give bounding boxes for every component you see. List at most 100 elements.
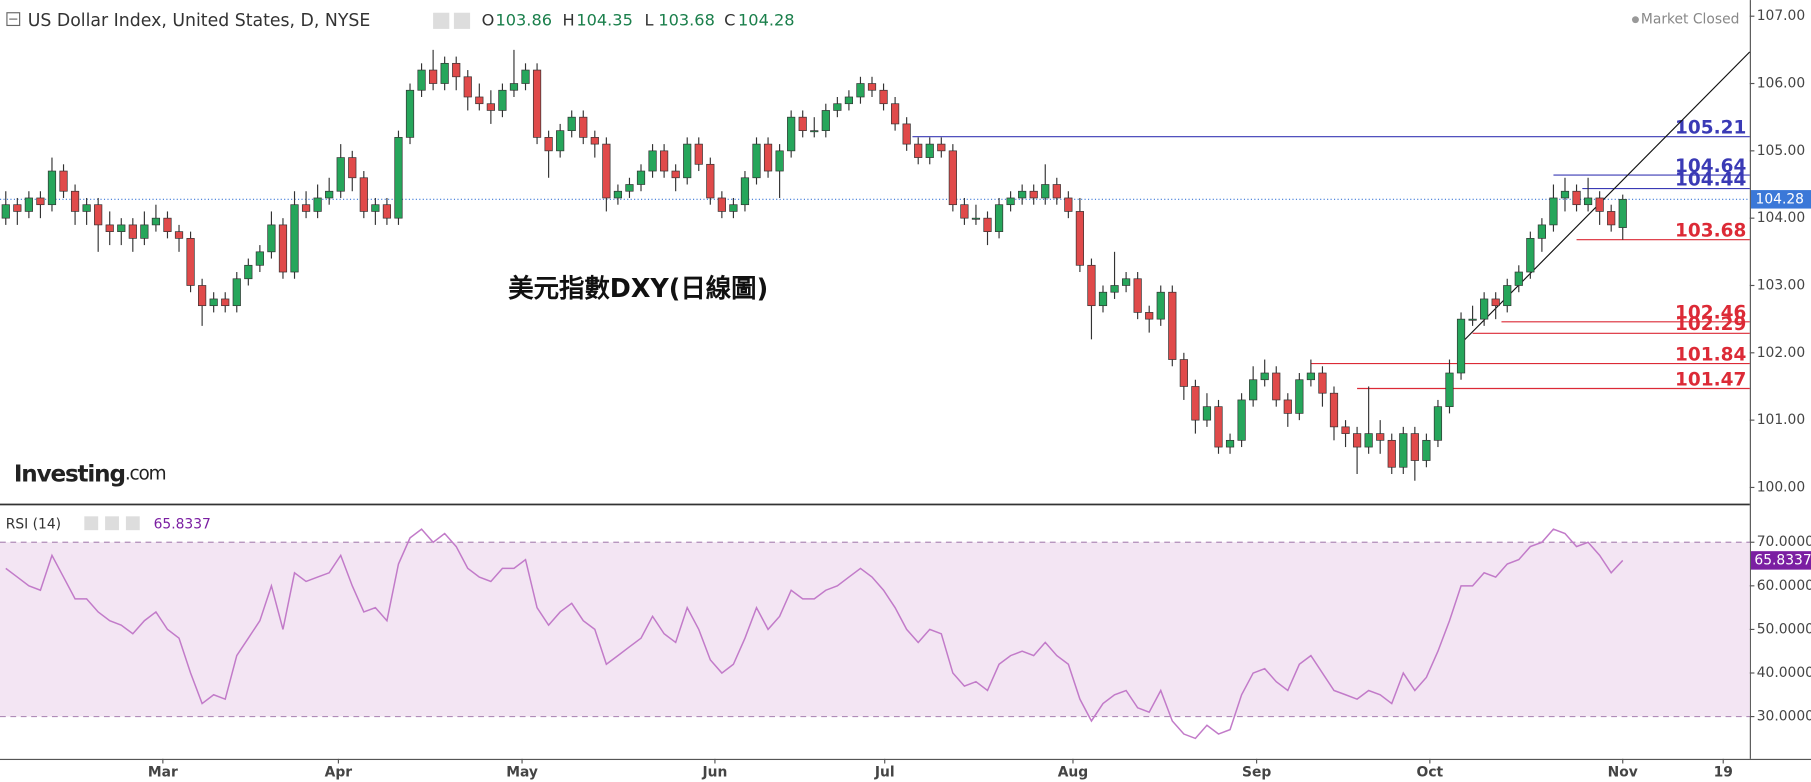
candle-body <box>1179 359 1188 387</box>
rsi-line <box>5 528 1624 740</box>
rsi-y-tick-label: 70.0000 <box>1757 534 1811 550</box>
candle-body <box>1145 312 1154 320</box>
candle-body <box>867 83 877 91</box>
candle-body <box>24 197 33 212</box>
candle-body <box>1052 184 1061 199</box>
x-tick-label: Apr <box>325 765 353 781</box>
candle-body <box>579 116 588 138</box>
candle-body <box>463 76 472 98</box>
candle-body <box>775 150 784 172</box>
candle-body <box>602 143 611 199</box>
candle-body <box>1549 197 1558 226</box>
candle-body <box>1064 197 1073 212</box>
level-label: 101.47 <box>1675 369 1746 390</box>
candle-body <box>1214 406 1223 448</box>
candle-body <box>532 69 542 138</box>
rsi-close-icon[interactable] <box>125 516 140 531</box>
candle-body <box>429 69 438 84</box>
candle-body <box>1272 372 1281 401</box>
candle-body <box>625 184 634 192</box>
candle-body <box>1433 406 1443 441</box>
candle-body <box>1572 190 1581 206</box>
candle-body <box>140 224 149 239</box>
candle-body <box>833 103 842 111</box>
candle-body <box>221 298 230 307</box>
candle-body <box>128 224 137 239</box>
candle-body <box>1318 372 1327 394</box>
candle-body <box>1445 372 1454 408</box>
candle-body <box>1526 238 1535 273</box>
candle-body <box>1 204 10 219</box>
candle-body <box>1352 433 1362 448</box>
candle-body <box>1018 190 1027 199</box>
candle-body <box>1133 278 1142 313</box>
candle-body <box>1456 318 1466 374</box>
candle-body <box>879 89 888 105</box>
ohlc-label: C <box>724 10 735 29</box>
logo: Investing.com <box>14 461 166 487</box>
rsi-settings-icon[interactable] <box>84 516 99 531</box>
logo-suffix: .com <box>125 464 166 485</box>
candle-body <box>336 157 345 192</box>
candle-body <box>13 204 22 212</box>
candle-body <box>1156 291 1165 320</box>
last-price-tag <box>1750 190 1811 209</box>
x-tick-label: Nov <box>1608 765 1638 781</box>
candle-body <box>671 170 680 179</box>
collapse-icon[interactable] <box>6 12 21 27</box>
candle-body <box>1387 439 1396 468</box>
candle-body <box>1249 379 1258 401</box>
candle-body <box>163 217 172 232</box>
candle-body <box>1306 372 1315 381</box>
rsi-format-icon[interactable] <box>105 516 119 531</box>
candle-body <box>1295 379 1304 414</box>
candle-body <box>556 130 565 152</box>
settings-icon[interactable] <box>433 12 450 29</box>
candle-body <box>1595 197 1604 212</box>
rsi-name: RSI (14) <box>6 516 61 532</box>
candle-body <box>371 204 380 212</box>
candle-body <box>209 298 218 307</box>
candle-body <box>983 217 992 232</box>
candle-body <box>232 278 241 307</box>
candle-body <box>105 224 114 232</box>
candle-body <box>394 137 403 219</box>
y-tick-label: 104.00 <box>1757 210 1805 226</box>
candle-body <box>1341 426 1350 434</box>
chart-title: US Dollar Index, United States, D, NYSE <box>28 11 371 31</box>
candle-body <box>763 143 773 172</box>
candle-body <box>914 143 923 158</box>
ohlc-label: H <box>562 10 574 29</box>
candle-body <box>1283 399 1292 414</box>
x-tick-label: Aug <box>1058 765 1088 781</box>
candle-body <box>752 143 761 179</box>
candle-body <box>1376 433 1385 441</box>
candle-body <box>1364 433 1373 448</box>
status-dot <box>1631 16 1639 24</box>
candle-body <box>267 224 276 253</box>
candle-body <box>36 197 45 206</box>
level-label: 105.21 <box>1675 118 1746 139</box>
candle-body <box>1202 406 1212 421</box>
level-label: 101.84 <box>1675 344 1746 365</box>
candle-body <box>486 103 495 111</box>
rsi-tag-label: 65.8337 <box>1754 552 1811 568</box>
candle-body <box>1098 291 1108 307</box>
candle-body <box>186 238 195 286</box>
candle-body <box>47 170 57 206</box>
candle-body <box>1329 392 1339 428</box>
candle-body <box>1121 278 1131 286</box>
y-tick-label: 107.00 <box>1757 8 1805 24</box>
candle-body <box>1410 433 1419 461</box>
rsi-y-tick-label: 40.0000 <box>1757 665 1811 681</box>
y-tick-label: 106.00 <box>1757 76 1805 92</box>
candle-body <box>70 190 80 212</box>
candle-body <box>1237 399 1246 441</box>
format-icon[interactable] <box>453 12 471 29</box>
candle-body <box>174 231 184 239</box>
candle-body <box>937 143 946 152</box>
candle-body <box>636 170 646 185</box>
rsi-band <box>0 542 1750 717</box>
candle-body <box>683 143 692 179</box>
candle-body <box>729 204 738 212</box>
